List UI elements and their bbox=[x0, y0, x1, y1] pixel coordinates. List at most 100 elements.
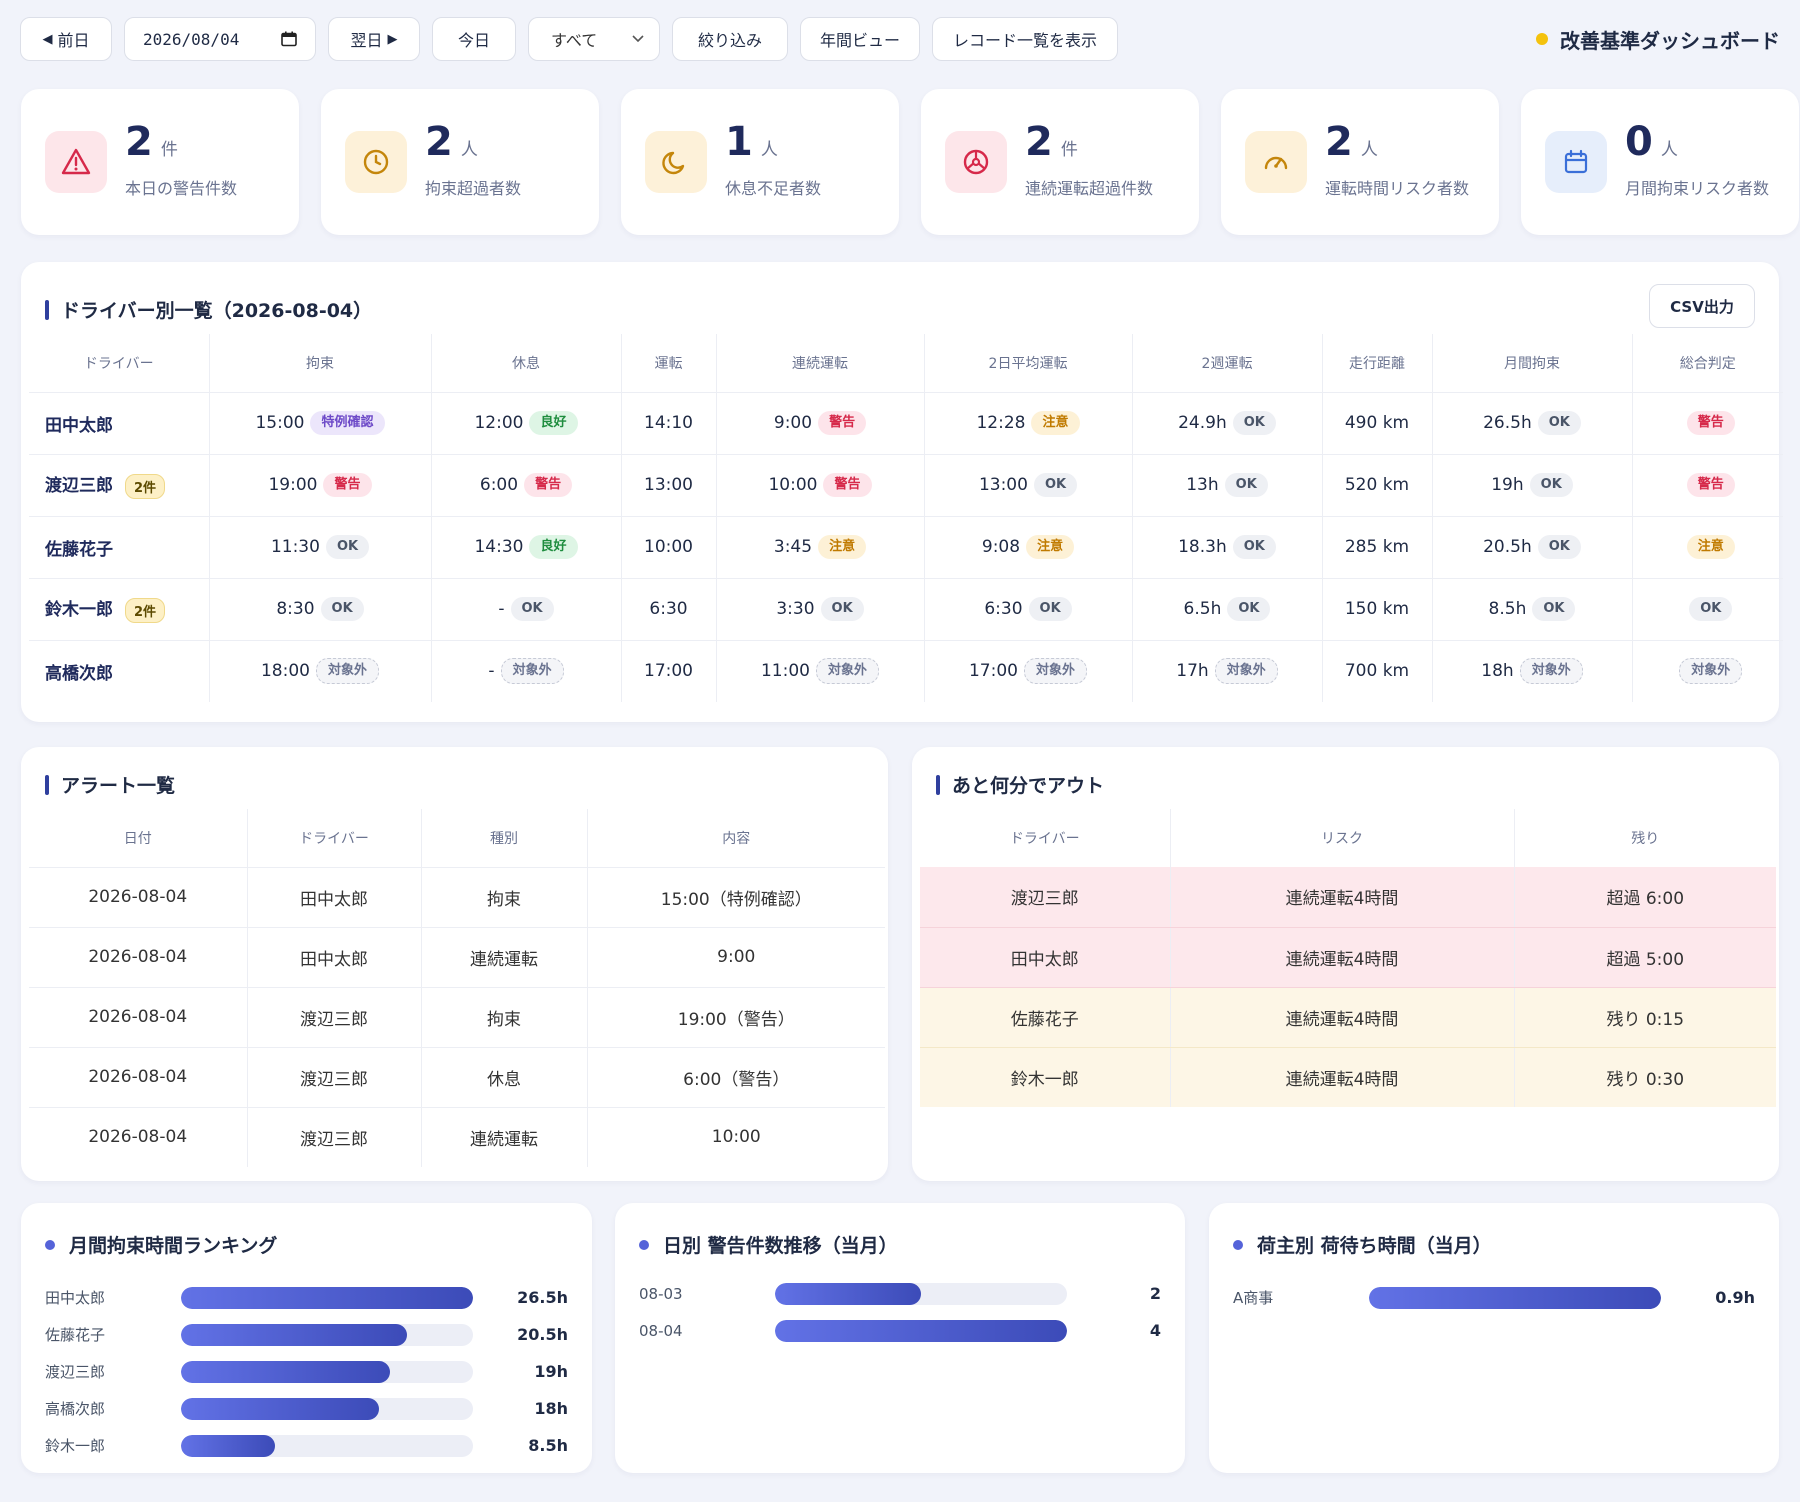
clock-icon bbox=[363, 149, 389, 175]
table-cell: 14:10 bbox=[621, 392, 717, 455]
ranking-list: 田中太郎 26.5h 佐藤花子 20.5h 渡辺三郎 19h 高橋次郎 18h 鈴木一郎 8.5h bbox=[45, 1279, 568, 1464]
driver-name-cell: 高橋次郎 bbox=[29, 640, 210, 702]
table-row[interactable]: 2026-08-04 渡辺三郎 休息 6:00（警告） bbox=[29, 1047, 885, 1108]
table-cell: 13:00 OK bbox=[924, 454, 1133, 517]
table-row[interactable]: 2026-08-04 田中太郎 拘束 15:00（特例確認） bbox=[29, 867, 885, 928]
bar-fill bbox=[181, 1286, 473, 1309]
triangle-right-icon: ▶ bbox=[387, 31, 398, 47]
table-row[interactable]: 2026-08-04 渡辺三郎 拘束 19:00（警告） bbox=[29, 987, 885, 1048]
table-cell: 18h 対象外 bbox=[1432, 640, 1633, 702]
driver-name-cell: 佐藤花子 bbox=[29, 516, 210, 579]
calendar-icon bbox=[1564, 149, 1588, 174]
table-row[interactable]: 2026-08-04 渡辺三郎 連続運転 10:00 bbox=[29, 1107, 885, 1167]
dashboard-title-text: 改善基準ダッシュボード bbox=[1560, 28, 1780, 53]
cell-value: 12:00 bbox=[474, 413, 524, 433]
table-cell: OK bbox=[1632, 578, 1783, 641]
table-cell: 6:00 警告 bbox=[431, 454, 622, 517]
risk-remaining-cell: 残り 0:15 bbox=[1514, 987, 1776, 1048]
table-cell: 2026-08-04 bbox=[29, 1047, 248, 1108]
chevron-down-icon bbox=[632, 35, 644, 43]
next-day-button[interactable]: 翌日 ▶ bbox=[328, 17, 420, 61]
stat-card-driving-risk: 2 人運転時間リスク者数 bbox=[1221, 89, 1499, 235]
column-header: 月間拘束 bbox=[1432, 334, 1633, 393]
prev-day-button[interactable]: ◀ 前日 bbox=[20, 17, 112, 61]
status-badge: OK bbox=[1537, 411, 1581, 435]
alert-count-badge: 2件 bbox=[125, 473, 166, 499]
toolbar: ◀ 前日 2026/08/04 翌日 ▶ 今日 すべて 絞り込み 年間ビュー レ… bbox=[20, 17, 1780, 61]
alert-list-panel: アラート一覧 日付 ドライバー 種別 内容 2026-08-04 田中太郎 拘束 15:00… bbox=[21, 747, 888, 1181]
status-badge: OK bbox=[320, 597, 364, 621]
bar-track bbox=[775, 1319, 1067, 1342]
driver-name[interactable]: 鈴木一郎 bbox=[45, 600, 113, 621]
driver-name[interactable]: 高橋次郎 bbox=[45, 663, 113, 684]
status-badge: OK bbox=[1227, 597, 1271, 621]
date-input[interactable]: 2026/08/04 bbox=[124, 17, 316, 61]
stat-cards: 2 件本日の警告件数 2 人拘束超過者数 1 人休息不足者数 2 件連続運転超過件数 2… bbox=[21, 89, 1799, 235]
driver-name-cell: 鈴木一郎 2件 bbox=[29, 578, 210, 641]
stat-value: 2 bbox=[425, 119, 453, 166]
table-cell: 520 km bbox=[1322, 454, 1433, 517]
table-row: 高橋次郎 18:00 対象外 - 対象外 17:00 11:00 対象外 17:00 対象外 17h… bbox=[29, 640, 1783, 702]
dashboard-title: 改善基準ダッシュボード bbox=[1536, 17, 1780, 61]
cell-value: 9:08 bbox=[981, 537, 1021, 557]
shipper-wait-panel: 荷主別 荷待ち時間（当月） A商事 0.9h bbox=[1209, 1203, 1779, 1473]
ranking-title: 月間拘束時間ランキング bbox=[45, 1231, 277, 1258]
title-dot-icon bbox=[1233, 1239, 1243, 1250]
driver-name[interactable]: 田中太郎 bbox=[45, 415, 113, 436]
table-row[interactable]: 2026-08-04 田中太郎 連続運転 9:00 bbox=[29, 927, 885, 988]
table-cell: 渡辺三郎 bbox=[247, 987, 422, 1048]
driver-name[interactable]: 佐藤花子 bbox=[45, 539, 113, 560]
year-view-button[interactable]: 年間ビュー bbox=[800, 17, 920, 61]
table-cell: 19:00（警告） bbox=[587, 987, 885, 1048]
bar-fill bbox=[181, 1397, 379, 1420]
csv-export-button[interactable]: CSV出力 bbox=[1649, 284, 1755, 328]
stat-unit: 件 bbox=[160, 140, 178, 161]
bar-row: 08-04 4 bbox=[639, 1312, 1161, 1349]
ranking-panel: 月間拘束時間ランキング 田中太郎 26.5h 佐藤花子 20.5h 渡辺三郎 19h 高橋次… bbox=[21, 1203, 592, 1473]
bar-fill bbox=[181, 1434, 275, 1457]
cell-value: 10:00 bbox=[768, 475, 818, 495]
record-list-button[interactable]: レコード一覧を表示 bbox=[932, 17, 1118, 61]
cell-value: 8:30 bbox=[276, 599, 315, 619]
risk-panel: あと何分でアウト ドライバー リスク 残り 渡辺三郎 連続運転4時間 超過 6:00 田中… bbox=[912, 747, 1779, 1181]
table-cell: 休息 bbox=[421, 1047, 588, 1108]
table-cell: 3:30 OK bbox=[716, 578, 925, 641]
status-badge: 対象外 bbox=[1519, 658, 1583, 685]
bar-value: 8.5h bbox=[528, 1436, 568, 1455]
column-header: 運転 bbox=[621, 334, 717, 393]
risk-driver-cell: 田中太郎 bbox=[920, 927, 1171, 988]
table-cell: 17h 対象外 bbox=[1132, 640, 1323, 702]
stat-label: 拘束超過者数 bbox=[425, 179, 522, 199]
column-header: 連続運転 bbox=[716, 334, 925, 393]
status-badge: 対象外 bbox=[1214, 658, 1278, 685]
gauge-icon bbox=[1264, 156, 1288, 170]
driver-name[interactable]: 渡辺三郎 bbox=[45, 476, 113, 497]
category-select[interactable]: すべて bbox=[528, 17, 660, 61]
daily-warning-title-text: 日別 警告件数推移（当月） bbox=[663, 1235, 898, 1257]
table-cell: 連続運転 bbox=[421, 1107, 588, 1167]
shipper-wait-list: A商事 0.9h bbox=[1233, 1279, 1755, 1316]
status-badge: 警告 bbox=[524, 473, 573, 497]
narrow-button[interactable]: 絞り込み bbox=[672, 17, 788, 61]
table-cell: 10:00 bbox=[621, 516, 717, 579]
table-cell: 注意 bbox=[1632, 516, 1783, 579]
title-accent-bar bbox=[45, 774, 49, 795]
cell-value: 20.5h bbox=[1483, 537, 1532, 557]
status-badge: OK bbox=[510, 597, 554, 621]
bar-label: 鈴木一郎 bbox=[45, 1437, 106, 1455]
bar-label: 渡辺三郎 bbox=[45, 1363, 106, 1381]
cell-value: 10:00 bbox=[644, 537, 693, 557]
status-badge: 注意 bbox=[1026, 535, 1075, 559]
cell-value: 6:30 bbox=[984, 599, 1023, 619]
alert-count-badge: 2件 bbox=[125, 597, 166, 623]
stat-card-restraint-over: 2 人拘束超過者数 bbox=[321, 89, 599, 235]
bar-fill bbox=[775, 1319, 1067, 1342]
warning-icon bbox=[61, 148, 91, 175]
table-cell: 6:00（警告） bbox=[587, 1047, 885, 1108]
status-badge: OK bbox=[1028, 597, 1072, 621]
driver-name-cell: 渡辺三郎 2件 bbox=[29, 454, 210, 517]
today-button[interactable]: 今日 bbox=[432, 17, 516, 61]
cell-value: 9:00 bbox=[773, 413, 813, 433]
table-cell: 連続運転 bbox=[421, 927, 588, 988]
steering-wheel-icon bbox=[963, 149, 989, 175]
